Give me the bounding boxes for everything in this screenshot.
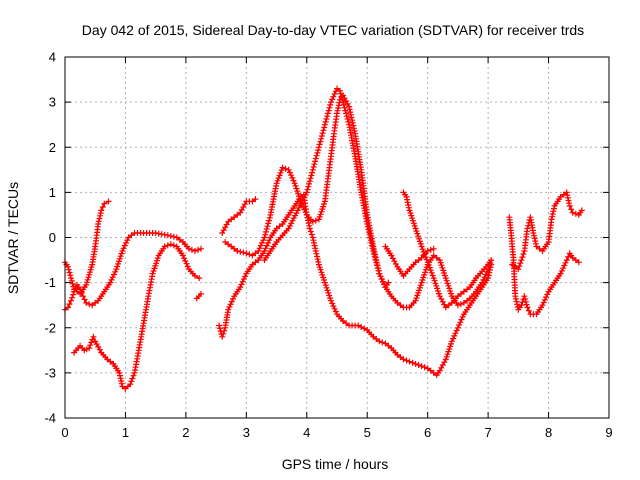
y-tick-label: -4 (44, 411, 56, 426)
x-tick-label: 3 (243, 425, 250, 440)
plus-markers (506, 214, 582, 318)
series-arc-04 (193, 290, 204, 302)
plus-markers (71, 241, 203, 392)
x-tick-label: 5 (364, 425, 371, 440)
y-tick-label: 2 (49, 140, 56, 155)
y-tick-label: 1 (49, 185, 56, 200)
y-tick-label: -3 (44, 365, 56, 380)
plus-markers (382, 243, 437, 279)
plus-markers (219, 196, 259, 236)
series-arc-11 (506, 214, 582, 318)
x-tick-label: 1 (122, 425, 129, 440)
x-axis-label: GPS time / hours (282, 456, 389, 472)
y-tick-label: 3 (49, 95, 56, 110)
plot-frame (64, 56, 610, 419)
y-axis-label: SDTVAR / TECUs (5, 182, 21, 294)
plus-markers (261, 85, 392, 291)
series-arc-12 (509, 189, 585, 273)
plus-markers (400, 189, 495, 311)
tick-labels: 0 1 2 3 4 5 6 7 8 9 -4 -3 -2 -1 0 1 2 3 4 (44, 50, 612, 441)
y-tick-label: 4 (49, 50, 56, 65)
series-arc-03 (71, 241, 203, 392)
x-tick-label: 2 (182, 425, 189, 440)
series-arc-08 (261, 85, 392, 291)
y-tick-label: -1 (44, 275, 56, 290)
x-tick-label: 4 (303, 425, 310, 440)
grid (65, 57, 609, 418)
x-tick-label: 9 (605, 425, 612, 440)
series-arc-10 (382, 243, 437, 279)
x-tick-label: 8 (545, 425, 552, 440)
series-arc-06 (219, 196, 259, 236)
plus-markers (509, 189, 585, 273)
x-tick-label: 7 (484, 425, 491, 440)
x-tick-label: 6 (424, 425, 431, 440)
plus-markers (193, 290, 204, 302)
series-arc-09 (400, 189, 495, 311)
y-tick-label: 0 (49, 230, 56, 245)
chart-title: Day 042 of 2015, Sidereal Day-to-day VTE… (82, 22, 584, 38)
x-tick-label: 0 (61, 425, 68, 440)
data-series (62, 85, 585, 392)
y-tick-label: -2 (44, 320, 56, 335)
